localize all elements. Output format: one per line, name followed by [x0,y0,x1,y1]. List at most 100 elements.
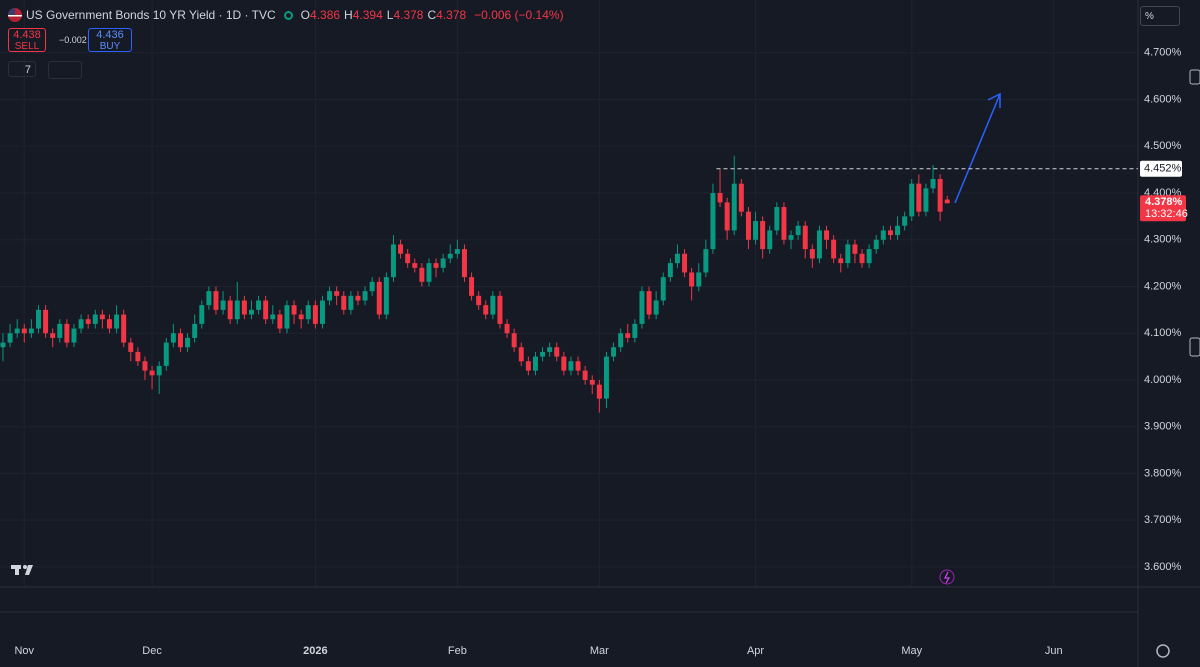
candle-body [440,258,446,268]
candle-body [816,230,822,259]
candle-body [369,281,375,292]
candle-body [689,272,695,287]
y-tick-label: 4.200% [1144,280,1182,292]
candle-body [135,351,141,362]
candle-body [163,342,169,366]
x-tick-label: 2026 [303,645,327,657]
spread: −0.002 [59,35,87,45]
last-price-box [1140,195,1186,222]
candle-body [78,319,84,329]
candle-body [667,263,673,278]
ohlc-label: O [300,8,311,22]
side-button[interactable] [1189,337,1200,357]
candle-body [206,291,212,306]
candle-body [192,323,198,338]
candle-body [220,300,226,310]
candle-body [554,347,560,357]
x-tick-label: Dec [142,645,162,657]
candle-body [774,207,780,231]
candle-body [625,333,631,338]
candle-body [284,305,290,329]
candle-body [270,314,276,320]
candle-body [540,351,546,357]
arrow-shaft [954,93,1001,204]
candle-body [341,295,347,310]
candle-body [916,183,922,212]
candle-body [447,253,453,259]
candle-body [256,300,262,310]
candle-body [383,277,389,315]
candle-body [348,295,354,310]
candle-body [682,253,688,273]
candle-body [199,305,205,324]
y-tick-label: 4.000% [1144,374,1182,386]
x-tick-label: May [901,645,922,657]
candle-body [461,249,467,278]
candle-body [930,178,936,189]
candle-body [476,295,482,306]
candle-body [504,323,510,334]
x-tick-label: Feb [448,645,467,657]
candle-body [128,342,134,352]
candle-body [483,305,489,315]
candle-body [327,291,333,301]
candle-body [511,333,517,348]
candle-body [412,263,418,268]
candle-body [745,211,751,240]
scale-button[interactable]: % [1140,6,1180,26]
candle-body [405,253,411,264]
candle-body [298,314,304,320]
x-tick-label: Nov [14,645,34,657]
buy-button[interactable]: 4.436 BUY [88,28,132,52]
flash-bolt [944,571,951,584]
candle-body [71,328,77,343]
candle-body [376,281,382,315]
buy-price: 4.436 [96,29,124,41]
candle-body [490,295,496,315]
candle-body [696,272,702,287]
flash-icon[interactable] [939,569,955,585]
tv-logo [11,565,33,575]
level-label-box [1140,160,1182,177]
candle-body [64,323,70,343]
candle-body [114,314,120,329]
candle-body [575,361,581,371]
candle-body [156,365,162,376]
candle-body [902,216,908,226]
candle-body [710,193,716,250]
candle-body [880,230,886,240]
candle-body [170,333,176,343]
market-status [283,10,293,20]
ohlc-label: H [344,8,353,22]
arrow-head [987,92,1001,108]
alerts-toggle[interactable] [48,61,82,79]
candle-body [582,370,588,380]
candle-body [895,225,901,236]
candle-body [639,291,645,324]
sell-button[interactable]: 4.438 SELL [8,28,46,52]
candle-body [831,239,837,259]
candle-body [809,249,815,259]
sell-price: 4.438 [13,29,41,41]
side-button[interactable] [1189,69,1200,85]
candle-body [106,319,112,329]
candle-body [28,328,34,334]
settings-icon[interactable] [1156,644,1170,658]
candle-body [426,263,432,282]
candle-body [99,314,105,320]
candle-body [852,244,858,254]
candle-body [85,319,91,324]
candle-body [909,183,915,217]
candle-body [781,207,787,240]
y-tick-label: 4.600% [1144,93,1182,105]
candle-body [703,249,709,273]
grid [0,0,1138,587]
candle-body [923,188,929,212]
candle-body [177,333,183,348]
indicators-toggle[interactable]: 7 [8,61,36,77]
candle-body [753,221,759,240]
y-tick-label: 4.100% [1144,327,1182,339]
candle-body [362,291,368,301]
candle-body [802,225,808,250]
candle-body [277,314,283,329]
